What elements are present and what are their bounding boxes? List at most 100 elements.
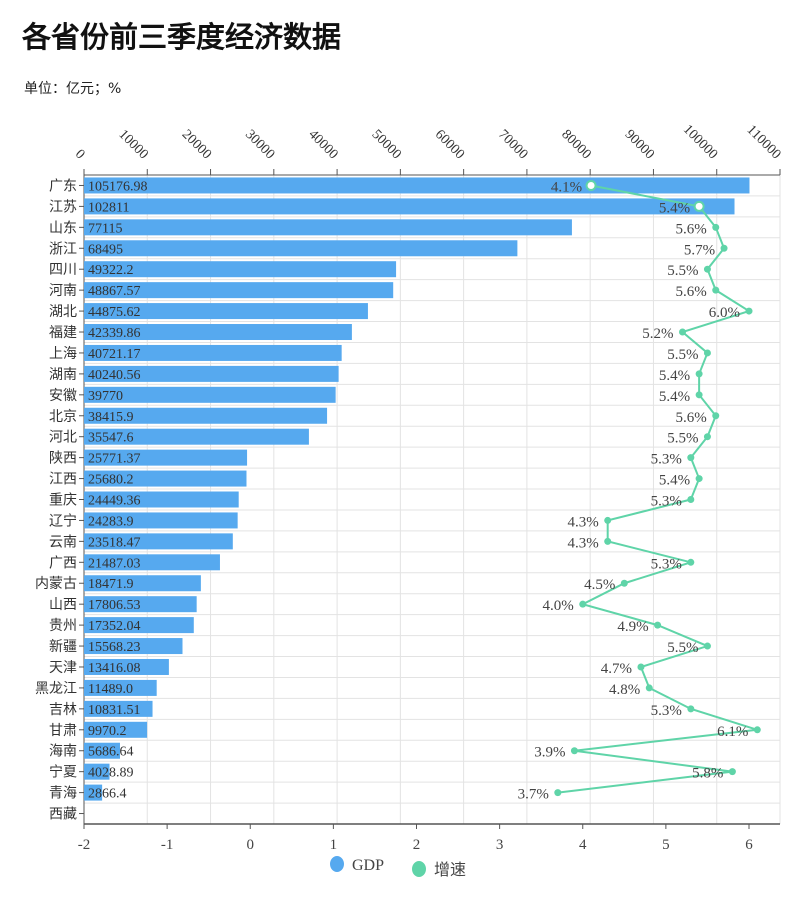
legend-item-gdp[interactable]: GDP bbox=[330, 856, 384, 880]
gdp-swatch bbox=[330, 856, 344, 872]
gdp-data-label: 39770 bbox=[88, 389, 123, 404]
gdp-data-label: 23518.47 bbox=[88, 535, 141, 550]
gdp-data-label: 105176.98 bbox=[88, 179, 148, 194]
growth-data-label: 4.0% bbox=[543, 598, 574, 614]
growth-line bbox=[557, 184, 758, 794]
bottom-axis-tick-label: 1 bbox=[330, 837, 338, 853]
top-axis-tick-label: 50000 bbox=[369, 127, 404, 162]
bottom-axis-tick-label: 3 bbox=[496, 837, 504, 853]
growth-point bbox=[728, 768, 736, 776]
category-label: 浙江 bbox=[49, 241, 77, 257]
gdp-data-label: 25771.37 bbox=[88, 452, 141, 467]
growth-point bbox=[693, 200, 705, 212]
growth-point bbox=[679, 328, 686, 336]
legend-item-growth[interactable]: 增速 bbox=[412, 856, 466, 880]
gdp-data-label: 77115 bbox=[88, 221, 122, 236]
growth-point bbox=[712, 412, 720, 420]
top-axis-tick-label: 80000 bbox=[558, 127, 593, 162]
growth-data-label: 5.3% bbox=[651, 556, 682, 572]
growth-data-label: 5.3% bbox=[651, 494, 682, 510]
gdp-bar bbox=[84, 282, 394, 299]
category-label: 广西 bbox=[49, 555, 77, 571]
growth-point bbox=[703, 265, 711, 273]
gdp-bar bbox=[84, 177, 750, 194]
gdp-bar bbox=[84, 324, 352, 341]
top-axis-tick-label: 40000 bbox=[305, 127, 340, 162]
gdp-data-label: 17806.53 bbox=[88, 598, 141, 613]
growth-data-label: 5.3% bbox=[651, 703, 682, 719]
category-label: 福建 bbox=[49, 325, 77, 341]
growth-point bbox=[703, 433, 711, 441]
gdp-bar bbox=[84, 700, 153, 717]
growth-data-label: 3.7% bbox=[518, 787, 549, 803]
gdp-bar bbox=[84, 721, 148, 738]
gdp-data-label: 38415.9 bbox=[88, 410, 134, 425]
gdp-bar bbox=[84, 428, 309, 445]
gdp-bar bbox=[84, 344, 342, 361]
gdp-data-label: 49322.2 bbox=[88, 263, 134, 278]
gdp-data-label: 42339.86 bbox=[88, 326, 141, 341]
growth-data-label: 5.2% bbox=[642, 326, 673, 342]
gdp-bar bbox=[84, 784, 103, 801]
growth-point bbox=[703, 642, 711, 650]
growth-point bbox=[585, 179, 597, 191]
gdp-data-label: 25680.2 bbox=[88, 473, 134, 488]
bottom-axis-tick-label: -2 bbox=[78, 837, 91, 853]
growth-point bbox=[695, 391, 703, 399]
growth-point bbox=[687, 496, 695, 503]
gdp-bar bbox=[84, 449, 248, 466]
top-axis-tick-label: 100000 bbox=[680, 122, 720, 162]
growth-data-label: 4.9% bbox=[617, 619, 648, 635]
legend-label: GDP bbox=[352, 857, 385, 874]
category-label: 辽宁 bbox=[49, 512, 77, 529]
growth-data-label: 4.7% bbox=[601, 661, 632, 677]
gdp-bar bbox=[84, 742, 120, 759]
growth-point bbox=[620, 579, 628, 587]
category-label: 四川 bbox=[49, 263, 77, 278]
growth-point bbox=[687, 705, 695, 713]
growth-point bbox=[712, 223, 720, 231]
gdp-bar bbox=[84, 386, 336, 403]
gdp-data-label: 35547.6 bbox=[88, 431, 134, 446]
growth-data-label: 5.5% bbox=[667, 431, 698, 447]
growth-data-label: 3.9% bbox=[534, 745, 565, 761]
gdp-bar bbox=[84, 303, 368, 320]
gdp-bar bbox=[84, 658, 169, 675]
bottom-axis-tick-label: 2 bbox=[413, 837, 421, 853]
gdp-data-label: 15568.23 bbox=[88, 640, 141, 655]
growth-data-label: 5.6% bbox=[676, 221, 707, 237]
top-axis-tick-label: 0 bbox=[72, 147, 88, 163]
top-axis-tick-label: 60000 bbox=[432, 127, 467, 162]
category-label: 湖南 bbox=[49, 367, 77, 383]
category-label: 湖北 bbox=[49, 304, 77, 320]
top-axis-tick-label: 10000 bbox=[115, 127, 150, 162]
gdp-bar bbox=[84, 763, 110, 780]
growth-data-label: 4.1% bbox=[551, 179, 582, 195]
gdp-data-label: 4028.89 bbox=[88, 766, 134, 781]
category-label: 新疆 bbox=[49, 639, 77, 655]
growth-data-label: 5.4% bbox=[659, 200, 690, 216]
category-label: 陕西 bbox=[49, 451, 77, 467]
growth-point bbox=[720, 244, 728, 252]
page-title: 各省份前三季度经济数据 bbox=[22, 20, 342, 54]
gdp-data-label: 10831.51 bbox=[88, 703, 141, 718]
category-label: 山西 bbox=[49, 597, 77, 613]
gdp-bar bbox=[84, 533, 233, 550]
growth-data-label: 5.3% bbox=[651, 452, 682, 468]
gdp-bar bbox=[84, 596, 197, 613]
growth-point bbox=[703, 349, 711, 357]
top-axis-tick-label: 90000 bbox=[622, 127, 657, 162]
gdp-data-label: 48867.57 bbox=[88, 284, 141, 299]
growth-data-label: 5.7% bbox=[684, 242, 715, 258]
growth-point bbox=[654, 621, 662, 629]
growth-data-label: 5.4% bbox=[659, 389, 690, 405]
growth-point bbox=[637, 663, 645, 671]
growth-data-label: 4.3% bbox=[567, 535, 598, 551]
gdp-bar bbox=[84, 261, 397, 278]
top-axis-tick-label: 20000 bbox=[179, 127, 214, 162]
gdp-data-label: 44875.62 bbox=[88, 305, 141, 320]
category-label: 河北 bbox=[49, 430, 77, 446]
growth-data-label: 4.3% bbox=[567, 514, 598, 530]
legend-label: 增速 bbox=[434, 862, 467, 879]
category-label: 内蒙古 bbox=[35, 576, 77, 592]
